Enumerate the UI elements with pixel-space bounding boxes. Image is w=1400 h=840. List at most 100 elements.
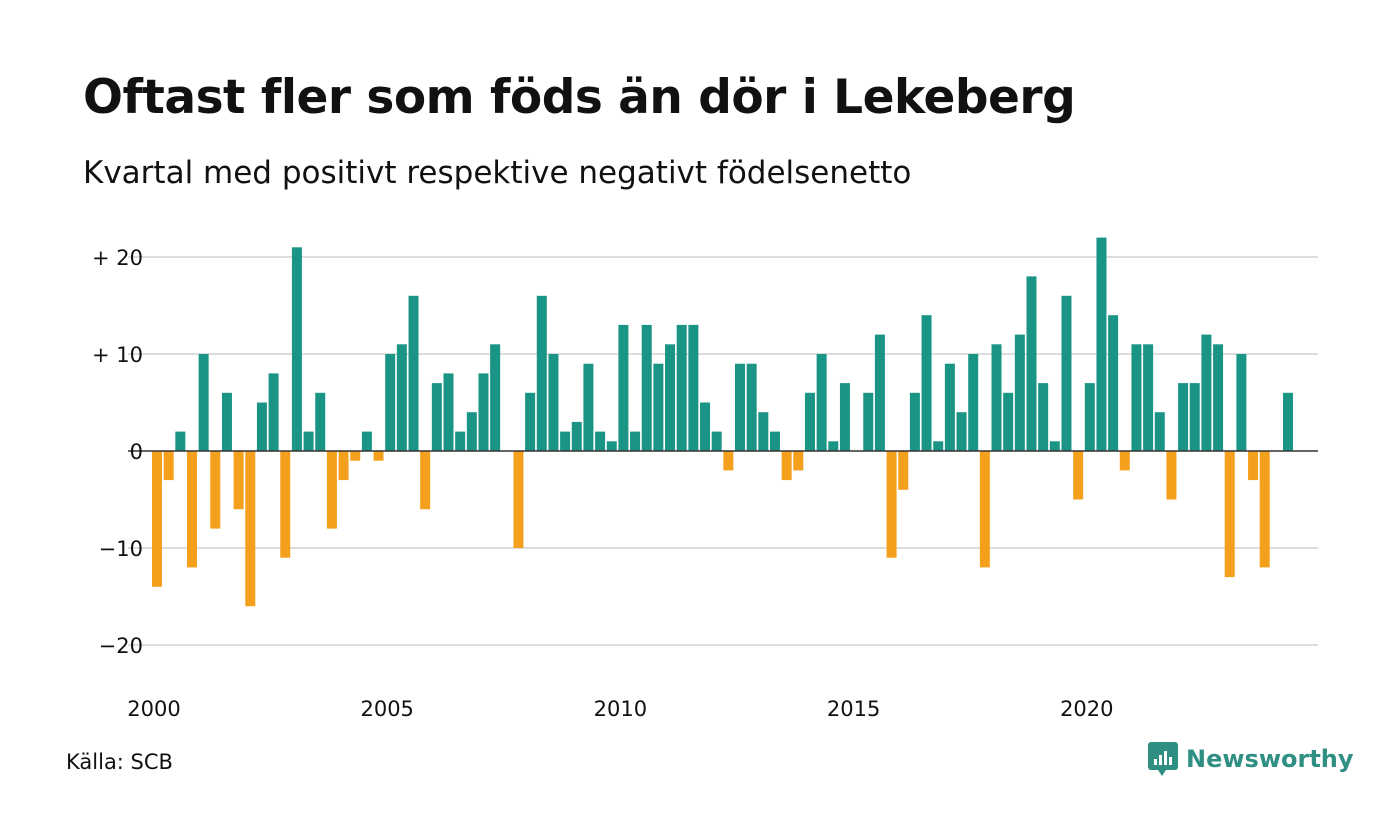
bar — [676, 324, 687, 451]
bar — [303, 431, 314, 451]
bar — [1073, 451, 1084, 500]
bar — [1259, 451, 1270, 568]
bar — [735, 363, 745, 451]
bar — [280, 451, 291, 558]
bar — [221, 392, 232, 451]
y-tick-label: + 10 — [92, 343, 143, 367]
bar — [385, 354, 396, 451]
x-axis-ticks: 2000 2005 2010 2015 2020 — [127, 697, 1113, 721]
bar — [1224, 451, 1235, 578]
bar — [979, 451, 990, 568]
bar — [420, 451, 431, 510]
bar — [186, 451, 197, 568]
bar — [746, 363, 757, 451]
bar — [595, 431, 606, 451]
y-tick-label: 0 — [130, 440, 143, 464]
bar — [1014, 334, 1025, 451]
bar — [198, 354, 209, 451]
bar — [688, 324, 699, 451]
bar — [163, 451, 174, 481]
bar — [909, 392, 920, 451]
bar — [630, 431, 641, 451]
bar — [175, 431, 186, 451]
bar — [1178, 383, 1189, 451]
bar — [466, 412, 477, 451]
bar — [1283, 392, 1294, 451]
x-tick-label: 2000 — [127, 697, 180, 721]
bar — [326, 451, 337, 529]
bar — [1236, 354, 1247, 451]
bar — [513, 451, 524, 548]
brand-name: Newsworthy — [1186, 745, 1354, 773]
bar — [210, 451, 221, 529]
bar — [1213, 344, 1224, 451]
bar — [268, 373, 279, 451]
bar — [839, 383, 850, 451]
bar — [233, 451, 244, 510]
chart-title: Oftast fler som föds än dör i Lekeberg — [83, 70, 1076, 125]
x-tick-label: 2005 — [360, 697, 413, 721]
bar — [455, 431, 466, 451]
bar — [793, 451, 804, 471]
bar — [618, 324, 629, 451]
bar — [606, 441, 617, 451]
bar — [1038, 383, 1049, 451]
newsworthy-logo: Newsworthy — [1148, 742, 1354, 776]
bar — [315, 392, 326, 451]
bar — [758, 412, 769, 451]
bar — [338, 451, 349, 481]
bar — [1061, 295, 1072, 451]
bar — [361, 431, 372, 451]
bar — [816, 354, 827, 451]
bar — [863, 392, 874, 451]
y-axis-ticks: + 20 + 10 0 −10 −20 — [92, 246, 143, 658]
bar — [1049, 441, 1060, 451]
bar — [256, 402, 267, 451]
bar — [769, 431, 780, 451]
bar — [536, 295, 547, 451]
bar — [700, 402, 711, 451]
source-label: Källa: SCB — [66, 750, 173, 774]
bar — [933, 441, 944, 451]
bar — [1143, 344, 1154, 451]
bar — [1026, 276, 1037, 451]
bar — [804, 392, 815, 451]
bar — [1119, 451, 1130, 471]
bar — [478, 373, 489, 451]
bar — [1131, 344, 1142, 451]
bar — [583, 363, 594, 451]
bar — [991, 344, 1002, 451]
bar — [408, 295, 419, 451]
bar — [1189, 383, 1200, 451]
bar — [571, 421, 582, 451]
bar — [1248, 451, 1259, 481]
bars — [128, 237, 1318, 607]
bar — [443, 373, 454, 451]
bar — [1003, 392, 1014, 451]
bar — [781, 451, 792, 481]
y-tick-label: + 20 — [92, 246, 143, 270]
bar — [245, 451, 256, 607]
bar — [886, 451, 897, 558]
bar — [396, 344, 407, 451]
bar — [711, 431, 722, 451]
bar — [874, 334, 885, 451]
bar — [828, 441, 839, 451]
bar — [665, 344, 676, 451]
x-tick-label: 2010 — [594, 697, 647, 721]
bar — [921, 315, 932, 451]
bar — [956, 412, 967, 451]
bar — [1096, 237, 1107, 451]
chart-subtitle: Kvartal med positivt respektive negativt… — [83, 155, 912, 191]
bar — [291, 247, 302, 451]
newsworthy-icon — [1148, 742, 1178, 776]
y-tick-label: −10 — [99, 537, 143, 561]
x-tick-label: 2015 — [827, 697, 880, 721]
y-tick-label: −20 — [99, 634, 143, 658]
gridlines — [128, 256, 1318, 646]
bar — [350, 451, 361, 461]
x-tick-label: 2020 — [1060, 697, 1113, 721]
bar — [653, 363, 664, 451]
bar — [560, 431, 571, 451]
